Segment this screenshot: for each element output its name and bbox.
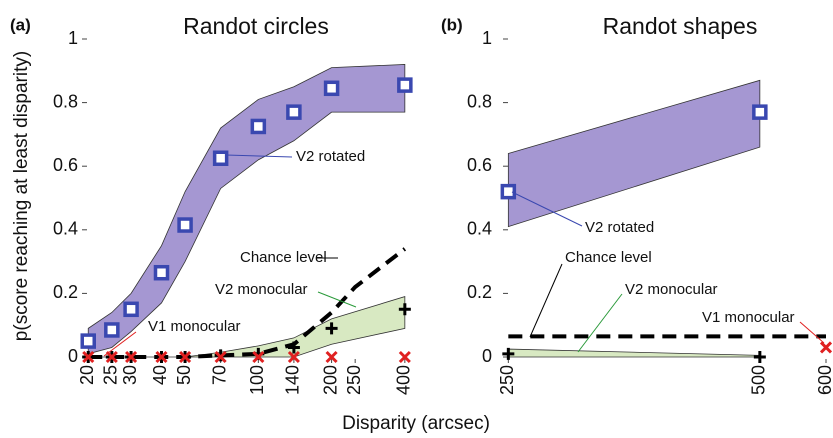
x-tick-label: 200 xyxy=(320,365,340,395)
chart-title: Randot shapes xyxy=(603,13,758,39)
band xyxy=(507,79,761,228)
y-tick-label: 1 xyxy=(68,28,78,48)
series-annotation: V1 monocular xyxy=(702,309,795,326)
y-tick-label: 0.2 xyxy=(53,282,78,302)
x-tick-label: 140 xyxy=(283,365,303,395)
x-marker xyxy=(398,350,411,364)
y-tick-label: 0.2 xyxy=(467,282,492,302)
square-marker xyxy=(153,264,170,281)
square-marker xyxy=(177,217,193,233)
x-marker xyxy=(819,341,833,354)
leader-line xyxy=(103,331,137,357)
square-marker xyxy=(752,104,768,120)
y-tick-label: 0.6 xyxy=(467,155,492,175)
square-marker xyxy=(104,322,120,338)
x-tick-label: 500 xyxy=(749,365,769,395)
y-tick-label: 0 xyxy=(482,346,492,366)
y-tick-label: 0.4 xyxy=(467,219,492,239)
y-tick-label: 0.6 xyxy=(53,155,78,175)
leader-line xyxy=(317,291,357,308)
series-annotation: Chance level xyxy=(240,249,327,266)
panel-label: (b) xyxy=(441,15,463,34)
plus-marker xyxy=(753,351,766,363)
x-tick-label: 250 xyxy=(344,365,364,395)
leader-line xyxy=(511,191,583,227)
leader-line xyxy=(529,263,563,338)
band xyxy=(507,348,761,358)
x-tick-label: 30 xyxy=(120,365,140,385)
x-tick-label: 250 xyxy=(497,365,517,395)
square-marker xyxy=(123,301,139,318)
x-tick-label: 70 xyxy=(209,365,229,385)
leader-line xyxy=(577,293,623,353)
plus-marker xyxy=(502,347,515,360)
leader-line xyxy=(225,154,293,158)
series-annotation: Chance level xyxy=(565,249,652,266)
x-tick-label: 40 xyxy=(150,365,170,385)
y-tick-label: 0.4 xyxy=(53,219,78,239)
x-tick-label: 25 xyxy=(101,365,121,385)
plus-marker xyxy=(287,341,300,354)
square-marker xyxy=(286,104,302,120)
x-marker xyxy=(287,350,300,364)
x-marker xyxy=(214,350,227,364)
series-annotation: V2 monocular xyxy=(625,281,718,298)
y-axis-label: p(score reaching at least disparity) xyxy=(11,51,32,341)
x-marker xyxy=(252,350,265,364)
x-marker xyxy=(105,350,118,364)
x-tick-label: 400 xyxy=(394,365,414,395)
x-marker xyxy=(125,350,138,364)
square-marker xyxy=(397,77,413,93)
x-axis-label: Disparity (arcsec) xyxy=(342,413,490,434)
square-marker xyxy=(212,150,229,166)
y-tick-label: 1 xyxy=(482,28,492,48)
panel-label: (a) xyxy=(10,15,31,34)
series-annotation: V2 rotated xyxy=(296,148,365,165)
x-marker xyxy=(82,350,95,364)
y-tick-label: 0.8 xyxy=(467,91,492,111)
band xyxy=(87,64,406,355)
x-tick-label: 100 xyxy=(247,365,267,395)
square-marker xyxy=(323,80,340,97)
x-marker xyxy=(325,350,338,364)
x-marker xyxy=(155,350,168,364)
x-tick-label: 600 xyxy=(815,365,833,395)
y-tick-label: 0.8 xyxy=(53,91,78,111)
series-annotation: V2 monocular xyxy=(215,281,308,298)
series-annotation: V1 monocular xyxy=(148,318,241,335)
square-marker xyxy=(250,118,267,135)
square-marker xyxy=(500,183,517,200)
x-tick-label: 20 xyxy=(77,365,97,385)
x-tick-label: 50 xyxy=(174,365,194,385)
leader-line xyxy=(799,321,825,344)
y-tick-label: 0 xyxy=(68,346,78,366)
plus-marker xyxy=(325,322,338,335)
x-marker xyxy=(179,350,192,364)
plus-marker xyxy=(398,303,411,316)
chart-title: Randot circles xyxy=(183,13,329,39)
square-marker xyxy=(80,333,96,349)
series-annotation: V2 rotated xyxy=(585,219,654,236)
